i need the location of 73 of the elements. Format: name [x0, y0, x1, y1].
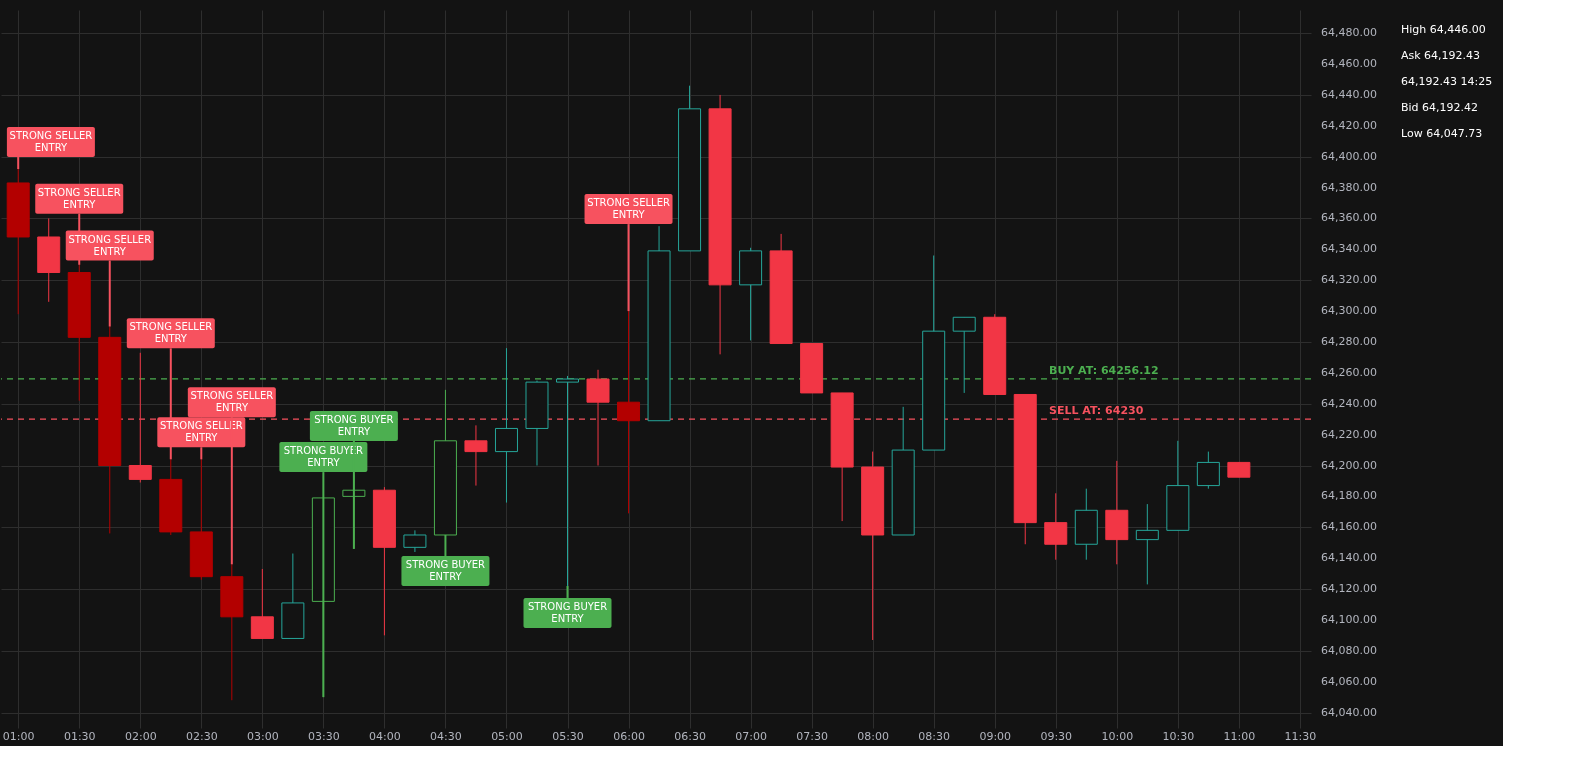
candlestick: [952, 316, 976, 394]
y-tick-label: 64,060.00: [1321, 674, 1377, 688]
annotation: STRONG SELLER ENTRY: [190, 390, 274, 414]
candlestick: [494, 347, 518, 504]
y-tick-label: 64,240.00: [1321, 396, 1377, 410]
x-tick-label: 06:00: [613, 729, 645, 743]
x-tick-label: 07:00: [735, 729, 767, 743]
x-tick-label: 02:30: [185, 729, 218, 743]
annotation: STRONG SELLER ENTRY: [129, 321, 213, 345]
y-tick-label: 64,120.00: [1321, 582, 1377, 596]
x-tick-label: 08:00: [857, 729, 890, 743]
ref-line-label: SELL AT: 64230: [1049, 404, 1144, 418]
x-tick-label: 06:30: [674, 729, 706, 743]
x-tick-label: 08:30: [918, 729, 951, 743]
x-tick-label: 03:30: [308, 729, 340, 743]
annotation: STRONG BUYER ENTRY: [527, 600, 608, 624]
y-tick-label: 64,360.00: [1321, 211, 1377, 225]
text: High 64,446.00: [1401, 23, 1486, 36]
y-tick-label: 64,340.00: [1321, 242, 1377, 256]
y-tick-label: 64,040.00: [1321, 705, 1377, 719]
x-tick-label: 01:00: [2, 729, 35, 743]
y-tick-label: 64,420.00: [1321, 118, 1377, 132]
y-tick-label: 64,380.00: [1321, 180, 1377, 194]
annotation: STRONG SELLER ENTRY: [68, 233, 152, 257]
y-tick-label: 64,220.00: [1321, 427, 1377, 441]
annotation: STRONG SELLER ENTRY: [9, 130, 93, 154]
text: Low 64,047.73: [1401, 127, 1483, 140]
text: Ask 64,192.43: [1401, 49, 1481, 62]
annotation: STRONG SELLER ENTRY: [587, 197, 670, 221]
x-tick-label: 10:00: [1101, 729, 1134, 743]
x-tick-label: 09:00: [979, 729, 1012, 743]
candlestick: [403, 529, 427, 553]
x-tick-label: 11:00: [1223, 729, 1256, 743]
y-tick-label: 64,280.00: [1321, 334, 1377, 348]
y-tick-label: 64,180.00: [1321, 489, 1377, 503]
x-tick-label: 01:30: [63, 729, 96, 743]
y-tick-label: 64,440.00: [1321, 87, 1377, 101]
y-tick-label: 64,160.00: [1321, 520, 1377, 534]
y-tick-label: 64,460.00: [1321, 57, 1377, 71]
ref-line-label: BUY AT: 64256.12: [1049, 363, 1159, 377]
annotation: STRONG SELLER ENTRY: [37, 186, 121, 210]
candlestick: [1196, 451, 1220, 490]
x-tick-label: 04:00: [369, 729, 401, 743]
annotation: STRONG BUYER ENTRY: [405, 558, 486, 582]
x-tick-label: 10:30: [1162, 729, 1195, 743]
text: 64,192.43 14:25: [1401, 75, 1493, 88]
x-tick-label: 05:00: [491, 729, 523, 743]
candlestick: [128, 352, 152, 483]
candlestick: [1135, 503, 1159, 585]
x-tick-label: 04:30: [430, 729, 462, 743]
x-tick-label: 07:30: [796, 729, 828, 743]
y-tick-label: 64,140.00: [1321, 551, 1377, 565]
x-tick-label: 11:30: [1284, 729, 1317, 743]
annotation: STRONG BUYER ENTRY: [314, 413, 394, 437]
x-tick-label: 02:00: [124, 729, 157, 743]
annotation: STRONG SELLER ENTRY: [159, 420, 243, 444]
x-tick-label: 05:30: [552, 729, 584, 743]
y-tick-label: 64,200.00: [1321, 458, 1377, 472]
y-tick-label: 64,320.00: [1321, 273, 1377, 287]
x-tick-label: 09:30: [1040, 729, 1073, 743]
candlestick: [1044, 492, 1068, 561]
y-tick-label: 64,300.00: [1321, 304, 1377, 318]
x-tick-label: 03:00: [246, 729, 279, 743]
candlestick: [586, 369, 610, 467]
text: Bid 64,192.42: [1401, 101, 1479, 114]
annotation: STRONG BUYER ENTRY: [283, 445, 364, 469]
y-tick-label: 64,260.00: [1321, 365, 1377, 379]
candlestick: [464, 424, 488, 487]
y-tick-label: 64,100.00: [1321, 612, 1377, 626]
candlestick: [250, 568, 274, 639]
y-tick-label: 64,480.00: [1321, 26, 1377, 40]
y-tick-label: 64,400.00: [1321, 149, 1377, 163]
y-tick-label: 64,080.00: [1321, 643, 1377, 657]
